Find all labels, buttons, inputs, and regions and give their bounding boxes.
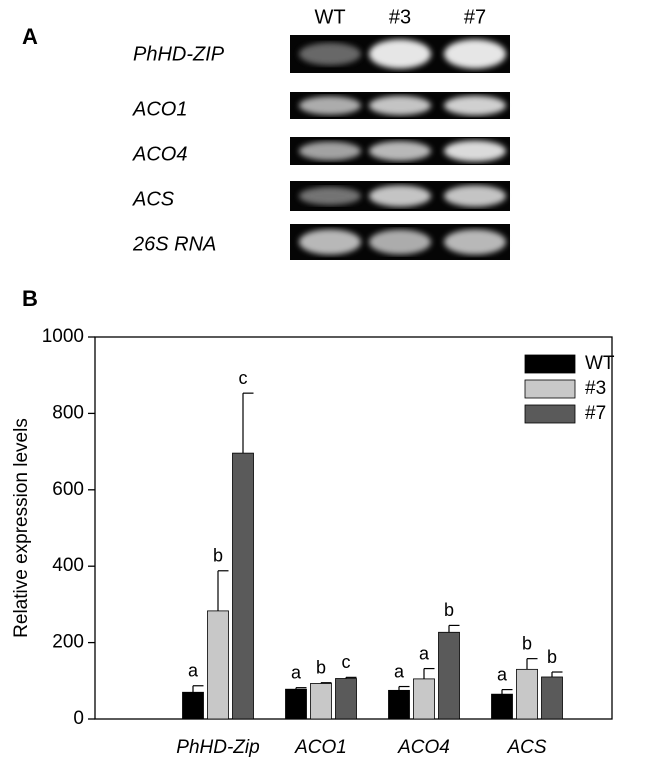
gene-label: 26S RNA (132, 233, 216, 255)
gel-band (369, 95, 431, 116)
bar (207, 610, 229, 720)
x-tick-label: ACO1 (294, 737, 347, 758)
gel-band (444, 229, 506, 255)
panel-label: B (22, 286, 38, 311)
bar (285, 688, 307, 720)
significance-label: a (497, 664, 508, 684)
x-tick-label: PhHD-Zip (176, 737, 259, 758)
significance-label: b (213, 546, 223, 566)
legend-label: WT (585, 353, 615, 374)
bar (413, 678, 435, 720)
gene-label: ACO4 (132, 143, 187, 165)
y-tick-label: 400 (52, 555, 84, 576)
gel-band (444, 185, 506, 207)
bar (232, 452, 254, 720)
bar (541, 676, 563, 720)
gel-band (444, 39, 506, 69)
gel-band (369, 141, 431, 161)
gene-label: ACO1 (132, 98, 187, 120)
bar (335, 678, 357, 720)
bar (388, 689, 410, 720)
gel-band (444, 140, 506, 162)
significance-label: a (419, 643, 430, 663)
lane-label: #3 (389, 6, 411, 28)
y-tick-label: 600 (52, 479, 84, 500)
significance-label: a (188, 661, 199, 681)
y-tick-label: 200 (52, 632, 84, 653)
bar (491, 693, 513, 720)
gene-label: ACS (132, 188, 175, 210)
bar (182, 691, 204, 720)
legend-swatch (524, 354, 576, 374)
significance-label: b (547, 647, 557, 667)
x-tick-label: ACO4 (397, 737, 450, 758)
y-tick-label: 1000 (42, 326, 84, 347)
y-tick-label: 800 (52, 402, 84, 423)
gel-band (299, 96, 361, 115)
bar (516, 668, 538, 720)
significance-label: a (394, 661, 405, 681)
significance-label: a (291, 662, 302, 682)
legend-label: #3 (585, 378, 606, 399)
lane-label: WT (314, 6, 345, 28)
gel-band (299, 141, 361, 161)
panel-label: A (22, 24, 38, 49)
y-axis-label: Relative expression levels (11, 418, 32, 638)
gel-band (299, 229, 361, 255)
lane-label: #7 (464, 6, 486, 28)
significance-label: b (444, 600, 454, 620)
gel-band (299, 186, 361, 206)
bar (310, 683, 332, 720)
gel-band (369, 229, 431, 255)
gene-label: PhHD-ZIP (133, 43, 225, 65)
gel-band (299, 42, 361, 66)
legend-swatch (524, 404, 576, 424)
gel-band (444, 95, 506, 116)
gel-band (369, 185, 431, 207)
legend-swatch (524, 379, 576, 399)
significance-label: b (522, 633, 532, 653)
gel-band (369, 39, 431, 69)
x-tick-label: ACS (506, 737, 546, 758)
bar (438, 631, 460, 720)
significance-label: b (316, 657, 326, 677)
significance-label: c (239, 368, 248, 388)
y-tick-label: 0 (73, 708, 84, 729)
significance-label: c (342, 652, 351, 672)
legend-label: #7 (585, 403, 606, 424)
